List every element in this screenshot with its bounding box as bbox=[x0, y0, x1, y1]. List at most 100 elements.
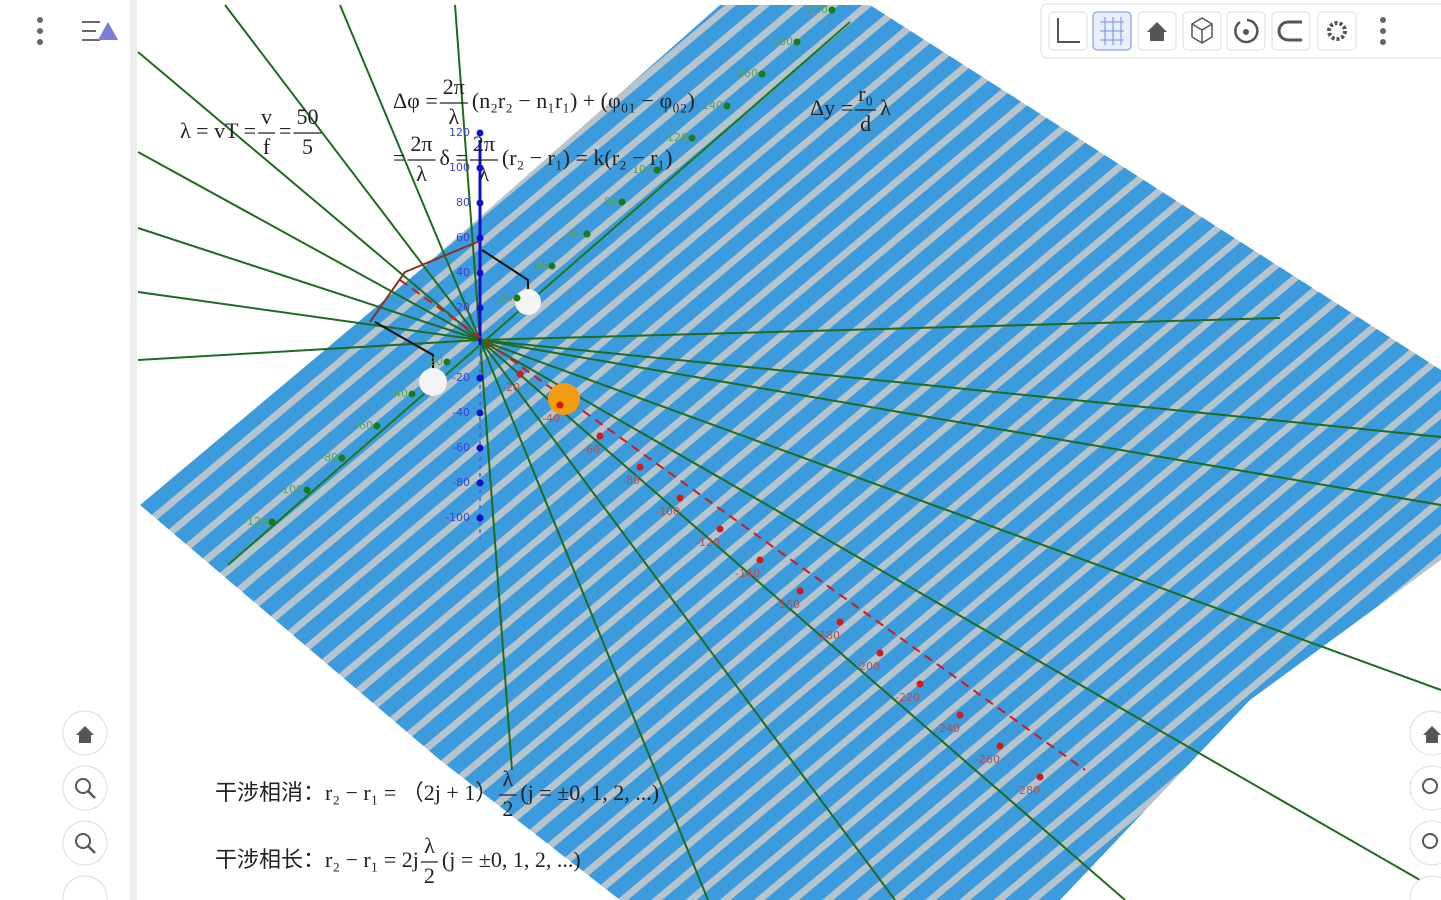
probe-point[interactable] bbox=[548, 383, 580, 415]
fraction-denominator: 2 bbox=[424, 863, 435, 888]
grid-toggle[interactable] bbox=[1092, 11, 1132, 51]
axes-toggle[interactable] bbox=[1048, 11, 1088, 51]
axis-tick-label: -20 bbox=[452, 371, 470, 384]
zoom-in[interactable] bbox=[1409, 765, 1441, 811]
formula-text: (r₂ − r₁) = k(r₂ − r₁) bbox=[502, 145, 673, 170]
axis-tick bbox=[476, 479, 484, 487]
left-view-controls bbox=[62, 710, 108, 900]
formula-text: (n₂r₂ − n₁r₁) + (φ₀₁ − φ₀₂) bbox=[472, 88, 695, 113]
formula-text: = bbox=[393, 145, 405, 170]
axis-tick bbox=[268, 518, 276, 526]
zoom-out[interactable] bbox=[62, 820, 108, 866]
axis-tick bbox=[653, 166, 661, 174]
hyperbola-lines bbox=[137, 4, 1441, 900]
right-view-controls bbox=[1409, 710, 1441, 900]
axis-tick bbox=[476, 164, 484, 172]
formula-text: Δφ = bbox=[393, 88, 438, 113]
axis-tick-label: -180 bbox=[815, 629, 840, 642]
axis-tick-label: -100 bbox=[655, 505, 680, 518]
fullscreen[interactable] bbox=[1409, 875, 1441, 900]
axis-tick bbox=[476, 234, 484, 242]
axis-tick-label: 60 bbox=[569, 227, 583, 240]
axis-tick-label: -160 bbox=[775, 598, 800, 611]
axis-tick-label: -40 bbox=[390, 387, 408, 400]
axis-tick bbox=[408, 390, 416, 398]
formula-text: = bbox=[279, 118, 291, 143]
zoom-in[interactable] bbox=[62, 765, 108, 811]
settings[interactable] bbox=[1317, 11, 1357, 51]
zoom-out[interactable] bbox=[1409, 820, 1441, 866]
fraction-denominator: λ bbox=[448, 104, 459, 129]
fraction-numerator: 2π bbox=[410, 131, 432, 156]
axis-tick bbox=[793, 38, 801, 46]
axis-tick bbox=[556, 401, 564, 409]
axis-tick-label: 100 bbox=[632, 163, 653, 176]
axis-tick bbox=[476, 129, 484, 137]
panel-menu[interactable] bbox=[37, 17, 43, 45]
axis-tick bbox=[828, 6, 836, 14]
axis-ticks: 200 180 160 140 120 100 80 60 40 20 -20 -40 -60 -80 -1… bbox=[243, 3, 1044, 797]
fraction-numerator: λ bbox=[424, 833, 435, 858]
axis-tick bbox=[548, 262, 556, 270]
home-button[interactable] bbox=[1409, 710, 1441, 756]
axis-tick-label: -60 bbox=[355, 419, 373, 432]
axis-tick-label: 20 bbox=[499, 291, 513, 304]
axis-tick bbox=[836, 618, 844, 626]
style-bar-toggle[interactable] bbox=[82, 21, 118, 41]
axis-tick-label: 60 bbox=[456, 231, 470, 244]
axis-tick bbox=[956, 711, 964, 719]
axis-tick-label: -80 bbox=[622, 474, 640, 487]
formula-text: δ = bbox=[440, 145, 468, 170]
axis-tick bbox=[303, 486, 311, 494]
fraction-numerator: 2π bbox=[473, 131, 495, 156]
axis-tick bbox=[516, 370, 524, 378]
axis-tick bbox=[723, 102, 731, 110]
axis-tick-label: -80 bbox=[320, 451, 338, 464]
axis-tick bbox=[676, 494, 684, 502]
axis-tick-label: 120 bbox=[449, 126, 470, 139]
home-view[interactable] bbox=[1137, 11, 1177, 51]
axis-tick-label: -220 bbox=[895, 691, 920, 704]
fraction-denominator: 5 bbox=[302, 134, 313, 159]
axis-tick-label: -120 bbox=[695, 536, 720, 549]
axis-tick-label: -40 bbox=[452, 406, 470, 419]
home-button[interactable] bbox=[62, 710, 108, 756]
axis-tick-label: -140 bbox=[735, 567, 760, 580]
wave-source[interactable] bbox=[515, 289, 541, 315]
axis-tick-label: 200 bbox=[807, 3, 828, 16]
axis-tick bbox=[476, 374, 484, 382]
axis-tick-label: -60 bbox=[582, 443, 600, 456]
axis-tick bbox=[583, 230, 591, 238]
fullscreen[interactable] bbox=[62, 875, 108, 900]
rotate-view[interactable] bbox=[1226, 11, 1266, 51]
red-axis bbox=[399, 279, 1086, 771]
fraction-denominator: d bbox=[860, 111, 871, 136]
axis-tick-label: -100 bbox=[445, 511, 470, 524]
axis-tick bbox=[996, 742, 1004, 750]
axis-tick bbox=[476, 304, 484, 312]
axis-tick bbox=[756, 556, 764, 564]
axis-tick bbox=[373, 422, 381, 430]
fraction-denominator: f bbox=[263, 134, 271, 159]
axis-tick-label: 140 bbox=[702, 99, 723, 112]
fraction-numerator: λ bbox=[502, 766, 513, 791]
view-direction[interactable] bbox=[1182, 11, 1222, 51]
axis-tick bbox=[476, 269, 484, 277]
axis-tick bbox=[916, 680, 924, 688]
source-frame bbox=[369, 239, 483, 323]
formula-text: λ bbox=[880, 95, 891, 120]
axis-tick bbox=[636, 463, 644, 471]
axis-tick-label: 40 bbox=[534, 259, 548, 272]
projection-toggle[interactable] bbox=[1271, 11, 1311, 51]
formula-text: 干涉相消：r₂ − r₁ = （2j + 1） bbox=[215, 780, 497, 805]
formula-text: Δy = bbox=[810, 95, 853, 120]
wave-source[interactable] bbox=[419, 368, 447, 396]
axis-tick-label: 40 bbox=[456, 266, 470, 279]
axis-tick-label: 80 bbox=[456, 196, 470, 209]
axis-tick-label: -200 bbox=[855, 660, 880, 673]
view-menu[interactable] bbox=[1380, 17, 1386, 45]
axis-tick-label: -20 bbox=[502, 381, 520, 394]
axis-tick-label: -260 bbox=[975, 753, 1000, 766]
